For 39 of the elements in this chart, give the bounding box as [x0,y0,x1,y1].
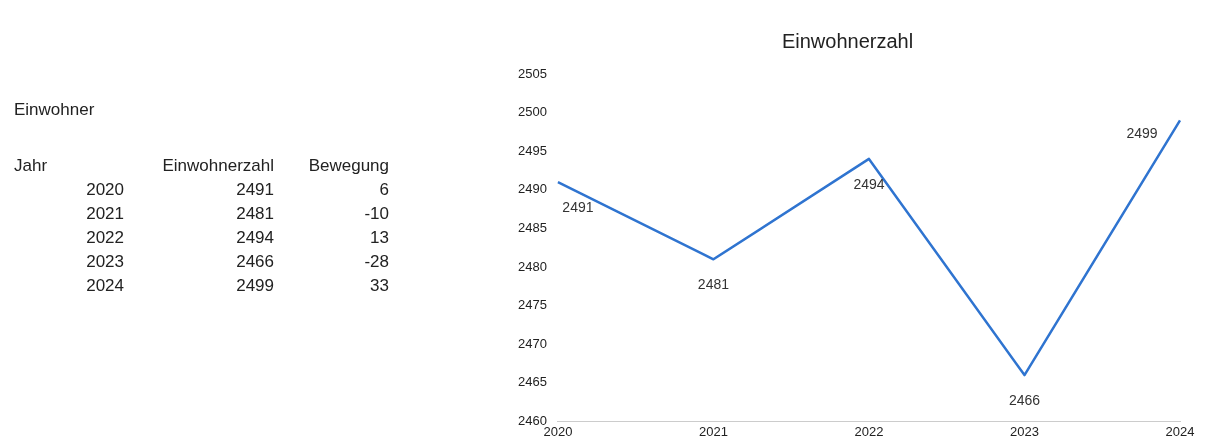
category-label: 2020 [86,180,124,199]
y-tick-label: 2505 [518,65,547,81]
y-tick-label: 2500 [518,104,547,120]
text: 2491 [235,180,274,200]
x-tick-label: 2022 [854,423,884,439]
text: -28 [363,252,389,272]
text: Bewegung [307,156,389,176]
x-tick-label: 2021 [698,423,728,439]
category-label: 2021 [86,204,124,223]
y-tick-label: 2460 [518,412,547,428]
data-label: 2494 [853,175,885,192]
category-label: 2023 [86,252,124,271]
x-tick-label: 2024 [1165,423,1195,439]
y-tick-label: 2465 [518,374,547,390]
y-tick-label: 2475 [518,297,547,313]
text: 33 [369,276,389,296]
text: 2481 [235,204,274,224]
text: 2466 [235,252,274,272]
x-tick-label: 2023 [1010,423,1039,439]
text: -10 [363,204,389,224]
data-label: 2481 [697,276,730,293]
text: Jahr [14,156,49,176]
text: 6 [378,180,389,200]
y-tick-label: 2495 [518,142,547,158]
y-tick-label: 2480 [518,258,547,274]
text: 2499 [235,276,274,296]
data-label: 2466 [1008,392,1041,409]
category-label: 2024 [86,276,124,295]
y-tick-label: 2490 [518,181,547,197]
text: Einwohner [14,100,96,120]
chart-title: Einwohnerzahl [781,29,914,52]
text: 2494 [235,228,274,248]
y-tick-label: 2470 [518,335,547,351]
category-label: 2022 [86,228,124,247]
data-label: 2499 [1126,125,1158,142]
text: Einwohnerzahl [161,156,274,176]
text: 13 [369,228,389,248]
y-tick-label: 2485 [518,219,547,235]
data-label: 2491 [562,199,594,216]
